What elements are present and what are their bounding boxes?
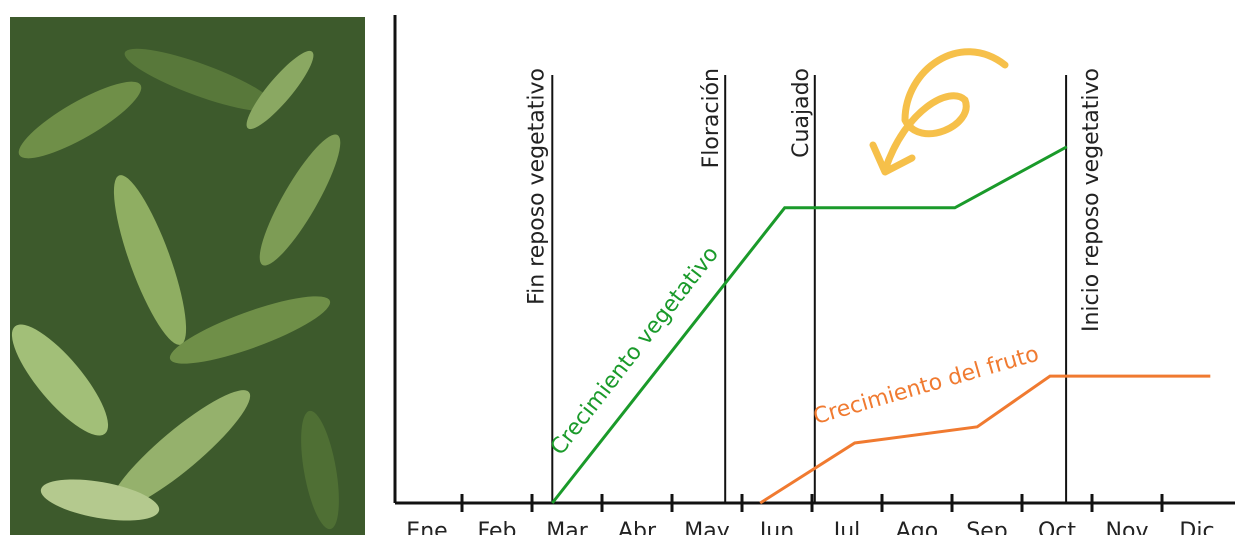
decorative-arrow	[873, 52, 1005, 172]
x-tick-label: Nov	[1106, 519, 1149, 535]
series-line	[760, 376, 1210, 503]
page: Ene Feb Mar Abr May Jun Jul Ago Sep Oct Nov Dic Fin …	[0, 0, 1235, 535]
x-tick-label: Mar	[546, 519, 588, 535]
series-label: Crecimiento del fruto	[811, 342, 1042, 430]
event-label: Fin reposo vegetativo	[524, 68, 549, 305]
event-label: Floración	[699, 68, 724, 168]
x-tick-label: Ago	[896, 519, 938, 535]
x-tick-label: Abr	[618, 519, 657, 535]
x-tick-label: Jul	[832, 519, 861, 535]
event-label: Inicio reposo vegetativo	[1079, 68, 1104, 332]
x-tick-label: Sep	[966, 519, 1007, 535]
x-tick-label: Oct	[1038, 519, 1076, 535]
x-tick-label: Jun	[758, 519, 794, 535]
olive-photo	[0, 17, 365, 535]
x-tick-label: Feb	[478, 519, 517, 535]
x-tick-label: Ene	[406, 519, 447, 535]
series-line	[552, 147, 1067, 503]
x-tick-label: May	[684, 519, 729, 535]
event-label: Cuajado	[789, 68, 814, 158]
series-label: Crecimiento vegetativo	[546, 242, 724, 460]
x-tick-label: Dic	[1179, 519, 1214, 535]
